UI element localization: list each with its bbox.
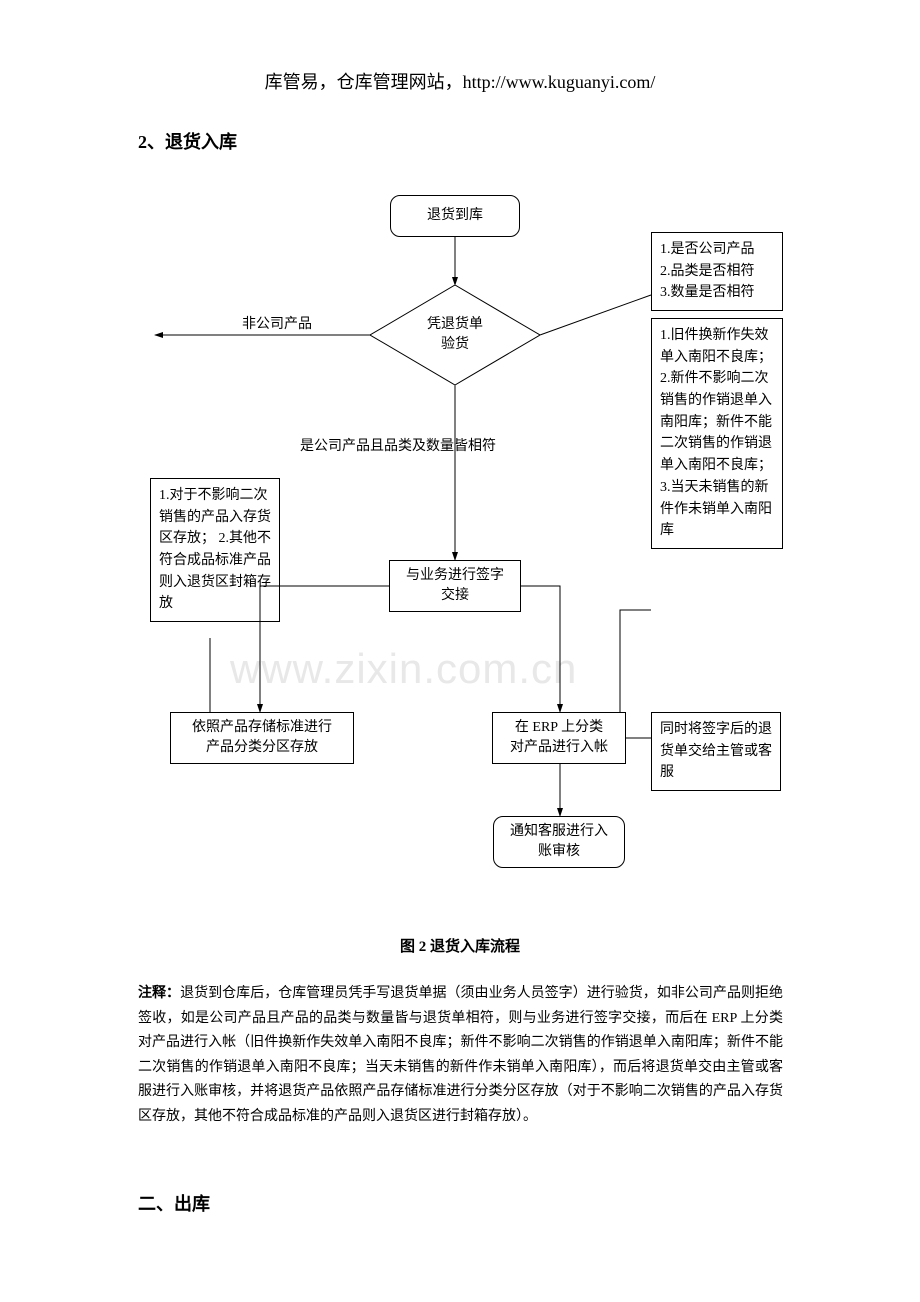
flowchart-container: www.zixin.com.cn 退货到库 凭退货单 验货 与业务进行签字 交接… bbox=[0, 190, 920, 890]
edges-svg bbox=[0, 190, 920, 890]
note-text: 退货到仓库后，仓库管理员凭手写退货单据（须由业务人员签字）进行验货，如非公司产品… bbox=[138, 986, 783, 1124]
page-header: 库管易，仓库管理网站，http://www.kuguanyi.com/ bbox=[0, 68, 920, 94]
figure-title: 图 2 退货入库流程 bbox=[0, 935, 920, 956]
note-label: 注释： bbox=[138, 986, 180, 1001]
note-block: 注释：退货到仓库后，仓库管理员凭手写退货单据（须由业务人员签字）进行验货，如非公… bbox=[138, 982, 783, 1129]
section-title: 2、退货入库 bbox=[138, 128, 237, 154]
section-2-title: 二、出库 bbox=[138, 1190, 210, 1216]
